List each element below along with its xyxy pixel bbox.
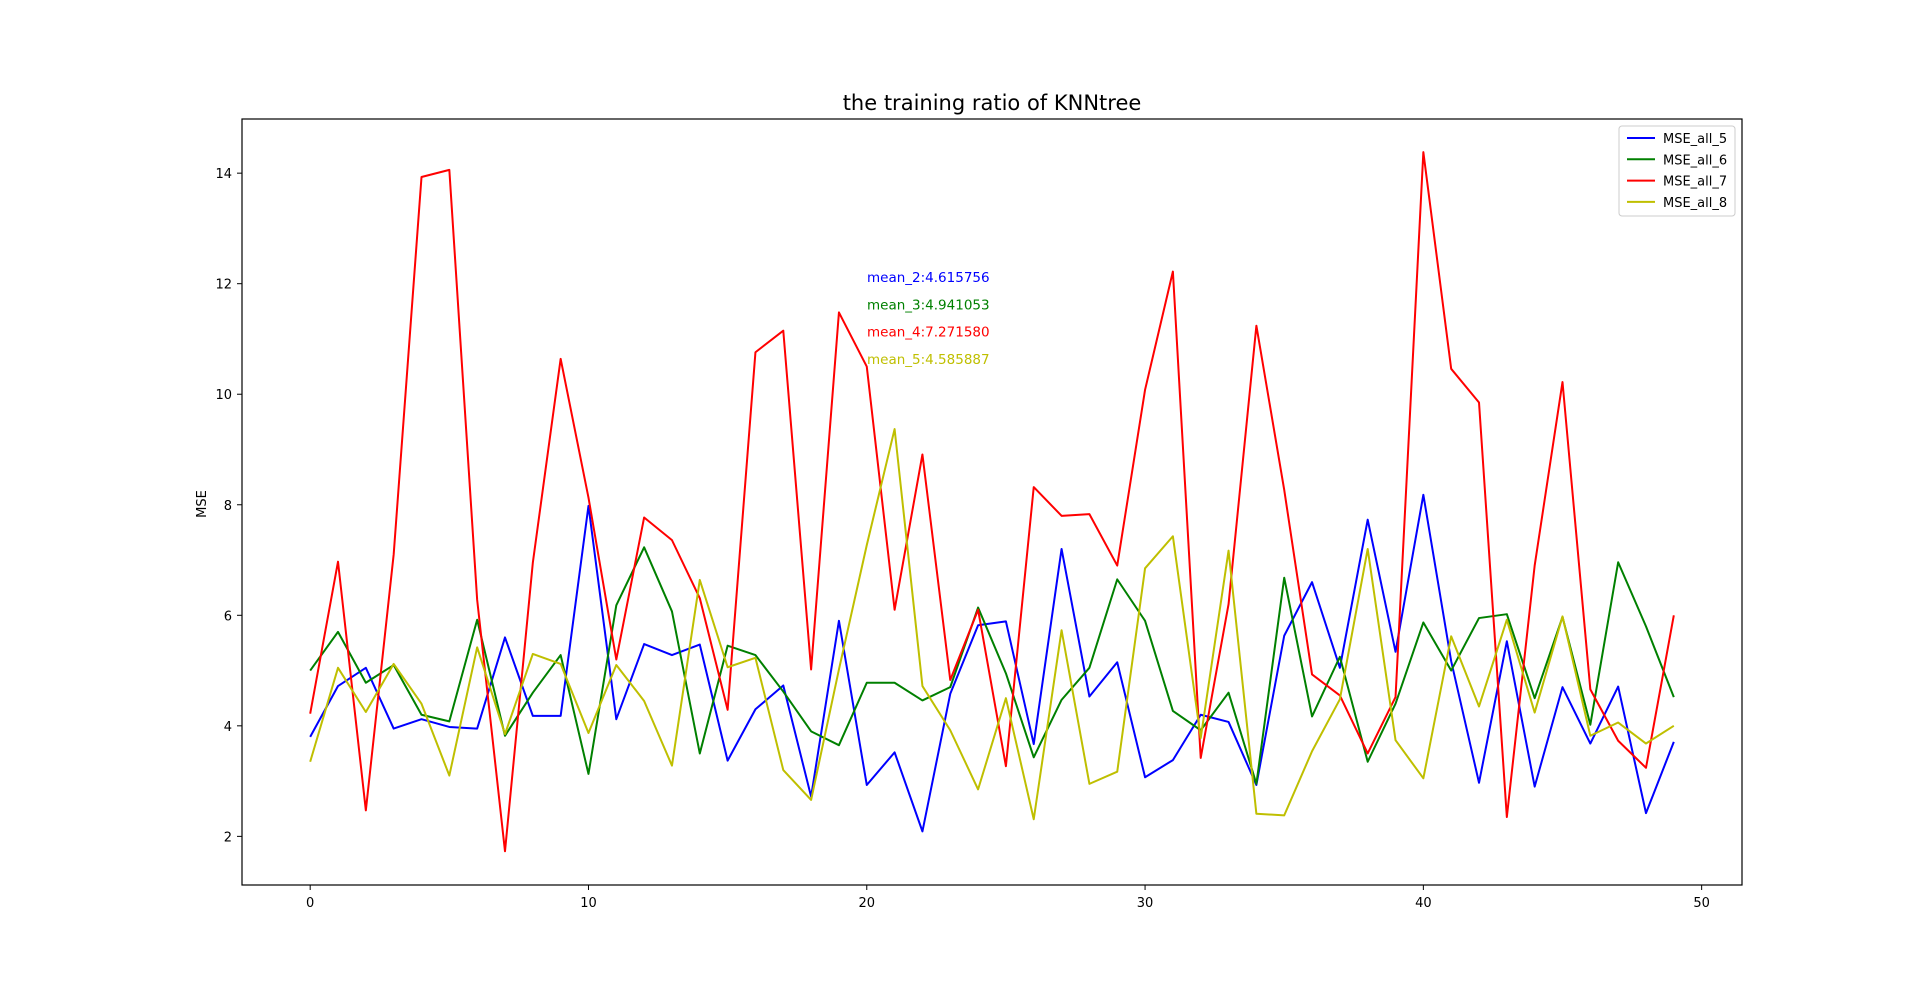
- x-tick-label: 50: [1693, 896, 1710, 911]
- y-tick-label: 8: [224, 499, 232, 514]
- y-tick-label: 2: [224, 830, 232, 845]
- legend-label-2: MSE_all_6: [1663, 153, 1727, 168]
- x-tick-label: 20: [858, 896, 875, 911]
- series-layer: [309, 151, 1675, 853]
- mean-annotation-3: mean_4:7.271580: [867, 325, 990, 341]
- y-axis-label: MSE: [195, 490, 210, 518]
- y-tick-label: 4: [224, 720, 232, 735]
- series-line-1: [309, 493, 1675, 833]
- y-tick-label: 12: [215, 278, 232, 293]
- ticks-layer: 0 10 20 30 40 50 2 4 6 8 10 12 14: [215, 167, 1709, 911]
- chart-title: the training ratio of KNNtree: [843, 91, 1142, 115]
- y-tick-label: 14: [215, 167, 232, 182]
- legend-box: [1618, 125, 1736, 217]
- annotations-layer: mean_2:4.615756 mean_3:4.941053 mean_4:7.2…: [867, 270, 990, 368]
- legend-label-4: MSE_all_8: [1663, 196, 1727, 211]
- legend-label-1: MSE_all_5: [1663, 132, 1727, 147]
- series-line-3: [309, 151, 1675, 853]
- mean-annotation-4: mean_5:4.585887: [867, 352, 990, 368]
- mean-annotation-1: mean_2:4.615756: [867, 270, 990, 286]
- y-tick-label: 10: [215, 388, 232, 403]
- x-tick-label: 10: [580, 896, 597, 911]
- legend: MSE_all_5 MSE_all_6 MSE_all_7 MSE_all_8: [1618, 125, 1736, 217]
- legend-label-3: MSE_all_7: [1663, 175, 1727, 190]
- x-tick-label: 30: [1137, 896, 1154, 911]
- series-line-4: [309, 428, 1675, 821]
- x-tick-label: 40: [1415, 896, 1432, 911]
- mean-annotation-2: mean_3:4.941053: [867, 297, 990, 313]
- y-tick-label: 6: [224, 609, 232, 624]
- plot-frame: [241, 118, 1743, 886]
- x-tick-label: 0: [306, 896, 314, 911]
